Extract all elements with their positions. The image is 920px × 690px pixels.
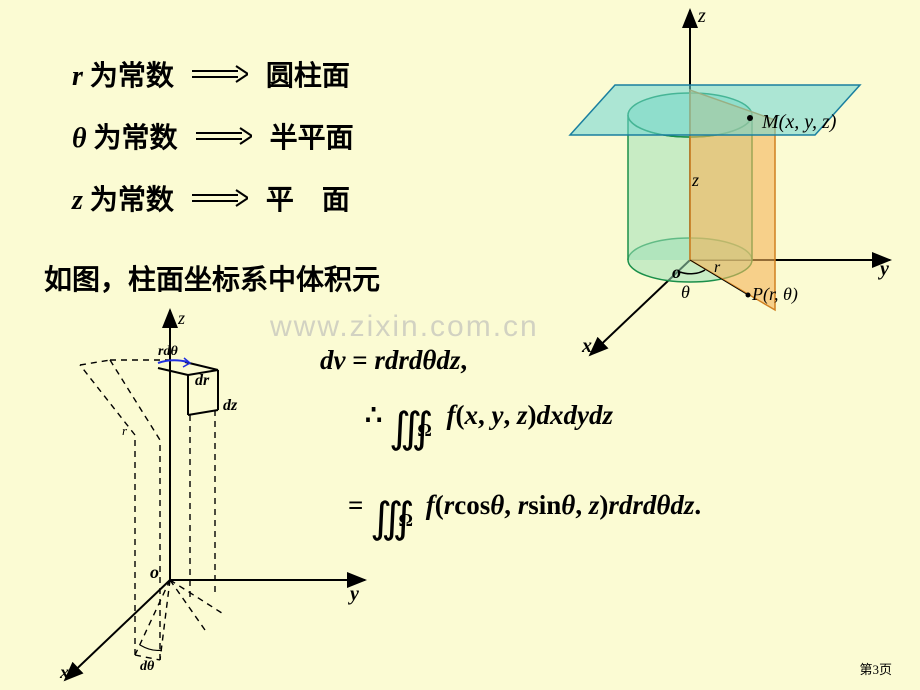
var-z: z bbox=[72, 185, 83, 216]
row-theta: θ 为常数 半平面 bbox=[72, 116, 354, 156]
z-mid-label: z bbox=[691, 170, 699, 190]
axis-y-label: y bbox=[878, 258, 889, 280]
axis-x-label: x bbox=[581, 335, 592, 357]
result-theta: 半平面 bbox=[270, 116, 354, 156]
svg-text:rdθ: rdθ bbox=[158, 344, 178, 359]
diagram-3d-cylinder: z y x o θ z r M(x, y, z) P(r, θ) bbox=[530, 0, 910, 360]
arrow-icon bbox=[192, 65, 248, 83]
svg-text:dθ: dθ bbox=[140, 659, 155, 674]
cn-z: 为常数 bbox=[90, 184, 174, 215]
svg-text:z: z bbox=[177, 308, 185, 328]
svg-text:y: y bbox=[348, 583, 359, 605]
eq-rhs: = ∭Ω f(rcosθ, rsinθ, z)rdrdθdz. bbox=[348, 490, 701, 543]
cn-r: 为常数 bbox=[90, 60, 174, 91]
result-r: 圆柱面 bbox=[266, 54, 350, 94]
eq-dv: dv = rdrdθdz, bbox=[320, 345, 467, 376]
svg-text:dr: dr bbox=[195, 372, 210, 389]
theta-label: θ bbox=[681, 282, 690, 302]
point-P: P(r, θ) bbox=[751, 284, 798, 305]
page-number: 第3页 bbox=[859, 659, 892, 678]
svg-text:dz: dz bbox=[223, 397, 238, 414]
arrow-icon bbox=[192, 189, 248, 207]
var-r: r bbox=[72, 61, 83, 92]
axis-z-label: z bbox=[697, 5, 706, 27]
arrow-icon bbox=[196, 127, 252, 145]
origin-label: o bbox=[672, 262, 681, 282]
row-z: z 为常数 平 面 bbox=[72, 178, 350, 218]
r-label: r bbox=[714, 259, 721, 276]
svg-text:o: o bbox=[150, 562, 159, 582]
point-M: M(x, y, z) bbox=[761, 111, 837, 133]
cn-theta: 为常数 bbox=[94, 122, 178, 153]
eq-lhs: ∴ ∭Ω f(x, y, z)dxdydz bbox=[365, 400, 613, 453]
var-theta: θ bbox=[72, 123, 87, 154]
svg-text:x: x bbox=[59, 662, 69, 682]
body-text: 如图，柱面坐标系中体积元 bbox=[44, 258, 380, 298]
row-r: r 为常数 圆柱面 bbox=[72, 54, 350, 94]
result-z: 平 面 bbox=[266, 178, 350, 218]
